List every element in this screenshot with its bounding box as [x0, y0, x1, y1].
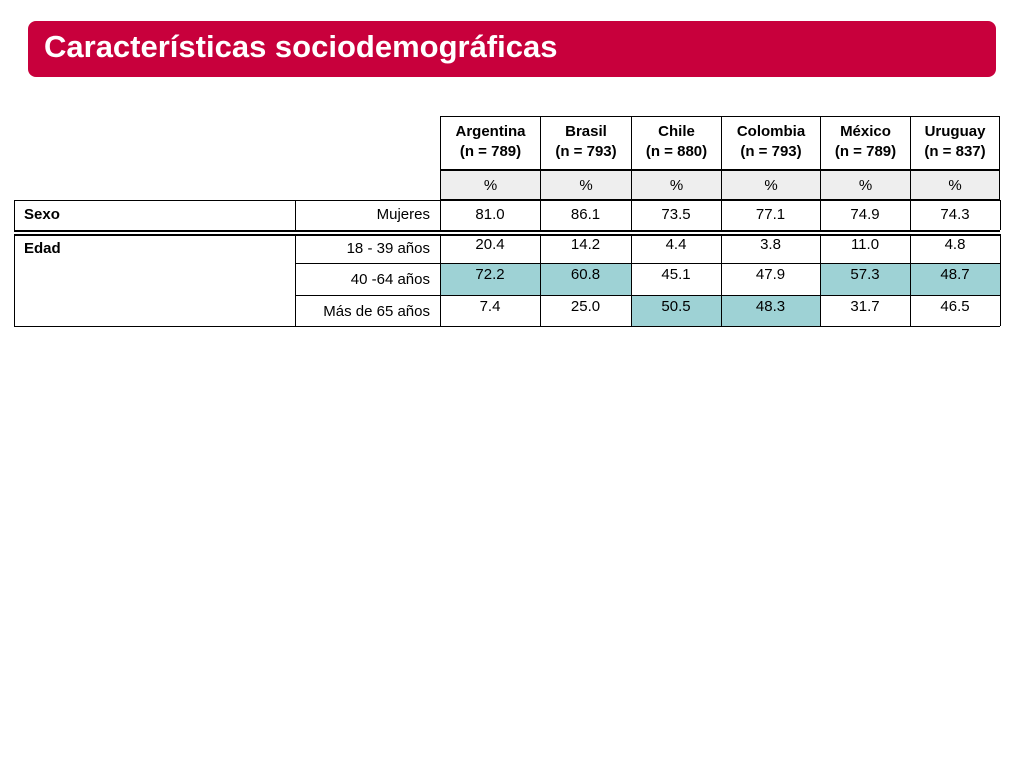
table-cell: 72.2 — [440, 263, 540, 295]
title-bar: Características sociodemográficas — [28, 21, 996, 77]
row-label: Mujeres — [376, 206, 430, 223]
row-label: 40 -64 años — [350, 271, 430, 288]
column-header: México (n = 789) — [820, 116, 911, 170]
grid-line — [910, 200, 911, 230]
table-cell: 48.7 — [910, 263, 1000, 295]
grid-line — [14, 200, 15, 230]
table-cell: 57.3 — [820, 263, 910, 295]
table-cell: 11.0 — [850, 236, 880, 253]
table-cell: 50.5 — [631, 295, 721, 326]
grid-line — [631, 200, 632, 230]
grid-line — [14, 326, 1000, 327]
column-header: Argentina (n = 789) — [440, 116, 541, 170]
grid-line — [14, 234, 1000, 236]
table-cell: 73.5 — [661, 206, 691, 223]
unit-cell: % — [440, 170, 541, 200]
grid-line — [820, 200, 821, 230]
table-cell: 20.4 — [475, 236, 505, 253]
column-header: Colombia (n = 793) — [721, 116, 821, 170]
grid-line — [540, 234, 541, 326]
table-cell: 47.9 — [755, 266, 786, 283]
grid-line — [631, 234, 632, 326]
column-n: (n = 789) — [834, 143, 897, 160]
grid-line — [295, 263, 1000, 264]
column-n: (n = 789) — [459, 143, 522, 160]
table-cell: 3.8 — [760, 236, 781, 253]
table-cell: 4.4 — [665, 236, 687, 253]
grid-line — [721, 200, 722, 230]
table-cell: 25.0 — [570, 298, 601, 315]
table-cell: 48.3 — [721, 295, 820, 326]
column-name: Chile — [658, 123, 695, 140]
unit-cell: % — [910, 170, 1000, 200]
column-name: Brasil — [565, 123, 607, 140]
grid-line — [14, 200, 1000, 201]
table-cell: 81.0 — [475, 206, 505, 223]
column-name: México — [840, 123, 891, 140]
table-cell: 31.7 — [850, 298, 880, 315]
grid-line — [440, 234, 441, 326]
section-label: Sexo — [24, 206, 60, 223]
table-cell: 7.4 — [479, 298, 501, 315]
column-name: Colombia — [736, 123, 806, 140]
column-header: Chile (n = 880) — [631, 116, 722, 170]
unit-cell: % — [820, 170, 911, 200]
unit-cell: % — [721, 170, 821, 200]
section-label: Edad — [24, 240, 61, 257]
grid-line — [1000, 200, 1001, 230]
row-label: Más de 65 años — [323, 303, 430, 320]
grid-line — [295, 295, 1000, 296]
column-header: Brasil (n = 793) — [540, 116, 632, 170]
unit-cell: % — [540, 170, 632, 200]
grid-line — [14, 234, 15, 326]
table-cell: 46.5 — [940, 298, 970, 315]
table-cell: 86.1 — [570, 206, 601, 223]
table-cell: 77.1 — [755, 206, 786, 223]
grid-line — [721, 234, 722, 326]
column-n: (n = 793) — [740, 143, 802, 160]
grid-line — [295, 234, 296, 326]
grid-line — [1000, 234, 1001, 326]
grid-line — [540, 200, 541, 230]
grid-line — [14, 230, 1000, 232]
grid-line — [440, 200, 441, 230]
column-n: (n = 793) — [555, 143, 617, 160]
table-cell: 4.8 — [944, 236, 966, 253]
table-cell: 60.8 — [540, 263, 631, 295]
page-title: Características sociodemográficas — [44, 29, 558, 64]
table-cell: 14.2 — [570, 236, 601, 253]
table-cell: 45.1 — [661, 266, 691, 283]
table-cell: 74.9 — [850, 206, 880, 223]
column-n: (n = 880) — [645, 143, 708, 160]
grid-line — [820, 234, 821, 326]
unit-cell: % — [631, 170, 722, 200]
column-header: Uruguay (n = 837) — [910, 116, 1000, 170]
grid-line — [295, 200, 296, 230]
column-name: Uruguay — [924, 123, 986, 140]
column-name: Argentina — [455, 123, 526, 140]
column-n: (n = 837) — [924, 143, 986, 160]
grid-line — [910, 234, 911, 326]
table-cell: 74.3 — [940, 206, 970, 223]
row-label: 18 - 39 años — [346, 240, 430, 257]
